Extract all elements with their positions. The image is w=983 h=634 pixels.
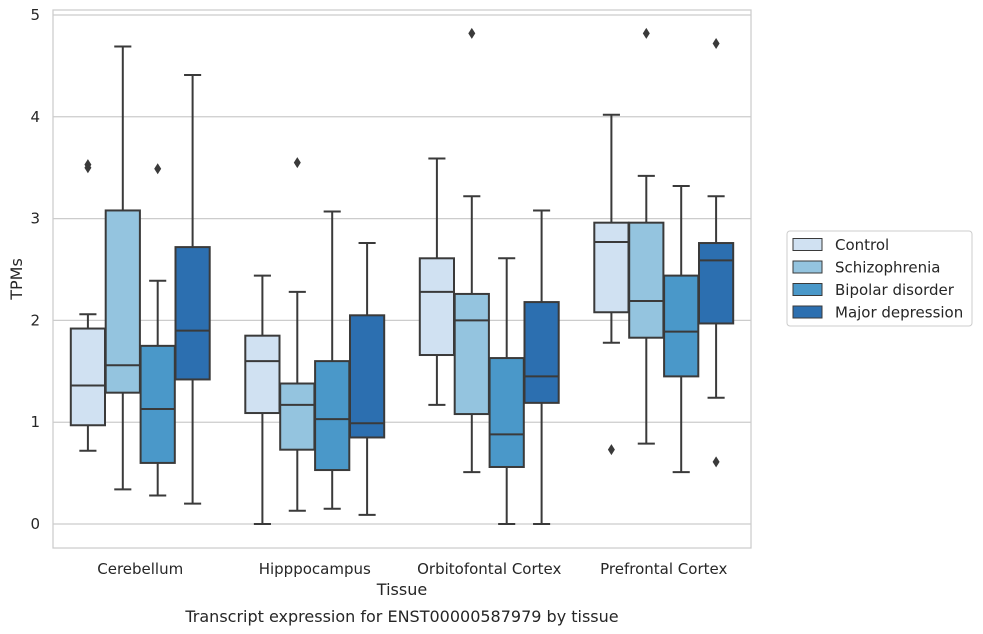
box-series [69, 27, 735, 525]
box-schizophrenia [628, 221, 665, 339]
legend-label: Major depression [835, 304, 963, 322]
box-bipolar-disorder [663, 274, 700, 378]
box-schizophrenia [104, 209, 141, 394]
y-tick-label: 0 [30, 515, 40, 533]
x-tick-label: Hipppocampus [259, 560, 371, 578]
outlier-point [293, 157, 301, 169]
box-major-depression [697, 242, 735, 325]
box-control [418, 257, 456, 357]
box-major-depression [348, 314, 386, 439]
outlier-point [607, 444, 615, 456]
legend-label: Control [835, 236, 889, 254]
legend-label: Bipolar disorder [835, 281, 955, 299]
legend-swatch [792, 283, 823, 296]
x-tick-label: Prefrontal Cortex [600, 560, 727, 578]
y-tick-label: 2 [30, 311, 40, 329]
box-bipolar-disorder [488, 357, 525, 468]
outlier-point [154, 163, 162, 175]
x-tick-label: Cerebellum [97, 560, 183, 578]
legend-swatch [792, 260, 823, 274]
y-tick-label: 5 [30, 6, 40, 24]
outlier-point [642, 27, 650, 39]
outlier-point [84, 159, 92, 171]
box-major-depression [523, 301, 560, 404]
x-axis-title: Tissue [376, 580, 427, 599]
legend: Control Schizophrenia Bipolar disorder Majo… [786, 230, 973, 327]
legend-label: Schizophrenia [835, 259, 940, 277]
box-bipolar-disorder [314, 360, 351, 472]
y-axis-title: TPMs [7, 258, 26, 301]
y-tick-label: 1 [30, 413, 40, 431]
outlier-point [468, 27, 476, 39]
figure-caption: Transcript expression for ENST0000058797… [184, 607, 618, 626]
box-schizophrenia [453, 292, 490, 416]
y-tick-label: 3 [30, 210, 40, 228]
legend-swatch [792, 305, 823, 319]
box-major-depression [174, 246, 211, 381]
legend-swatch [792, 238, 823, 251]
y-tick-labels: 0 1 2 3 4 5 [30, 6, 40, 533]
box-control [593, 221, 630, 314]
box-control [244, 334, 281, 415]
outlier-point [712, 38, 720, 50]
x-tick-labels: Cerebellum Hipppocampus Orbitofontal Corte… [97, 560, 727, 578]
box-schizophrenia [279, 382, 316, 451]
y-tick-label: 4 [30, 108, 40, 126]
box-control [69, 327, 107, 427]
x-tick-label: Orbitofontal Cortex [417, 560, 561, 578]
box-bipolar-disorder [139, 344, 176, 464]
outlier-point [712, 456, 720, 468]
legend-frame [786, 230, 973, 327]
